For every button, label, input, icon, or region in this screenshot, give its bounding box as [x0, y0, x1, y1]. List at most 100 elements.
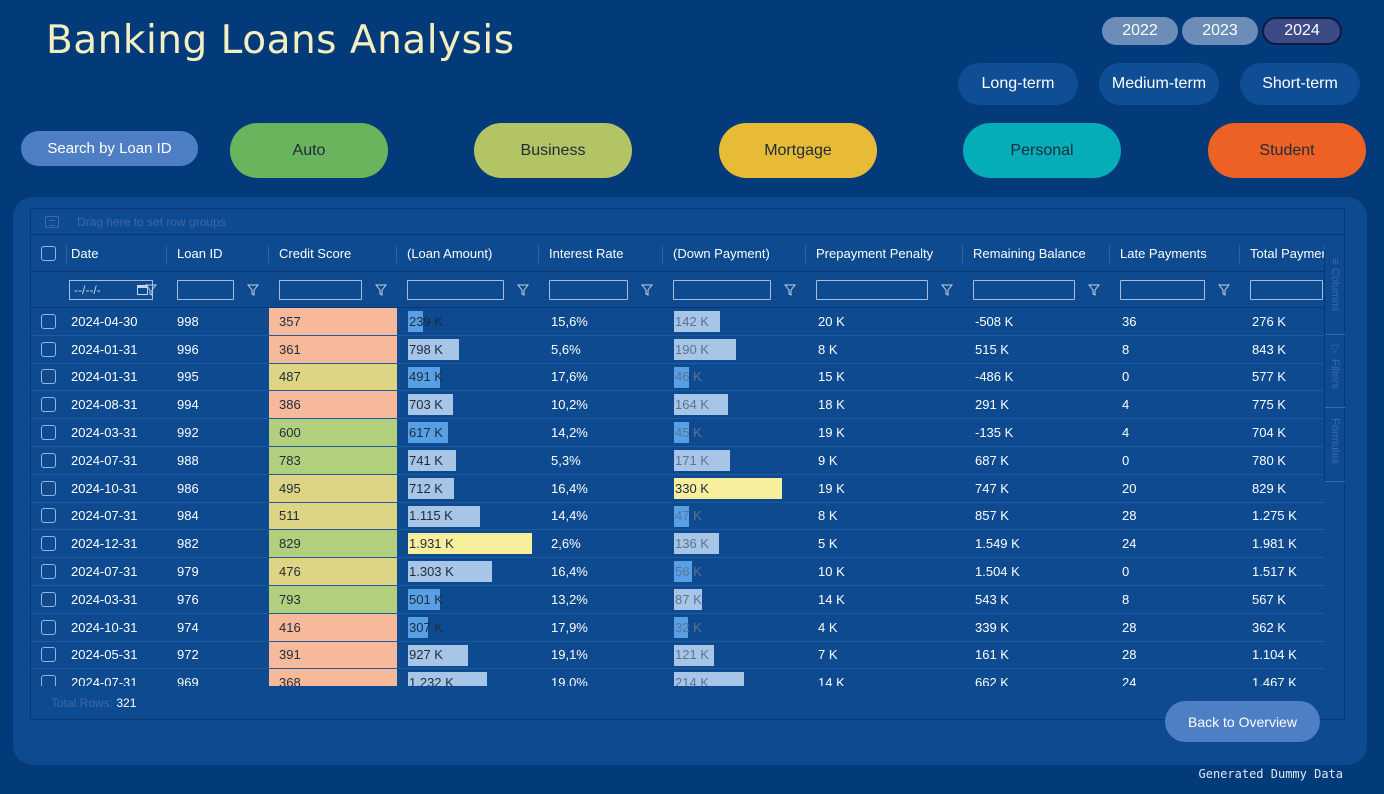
filter-funnel-icon[interactable]: [784, 284, 796, 296]
filter-input-late-payments[interactable]: [1120, 279, 1205, 300]
filters-tab[interactable]: ▽ Filters: [1327, 342, 1343, 389]
filter-funnel-icon[interactable]: [1218, 284, 1230, 296]
column-header-down-payment[interactable]: (Down Payment): [663, 236, 806, 271]
category-button-mortgage[interactable]: Mortgage: [719, 123, 877, 178]
cell-loan-id: 995: [177, 369, 199, 385]
table-row[interactable]: 2024-10-31 974 416 307 K 17,9% 32 K 4 K 339 K 28…: [31, 613, 1325, 642]
row-checkbox[interactable]: [41, 675, 56, 686]
year-button-2023[interactable]: 2023: [1182, 17, 1258, 45]
term-button-medium[interactable]: Medium-term: [1099, 63, 1219, 105]
category-button-auto[interactable]: Auto: [230, 123, 388, 178]
back-to-overview-button[interactable]: Back to Overview: [1165, 701, 1320, 742]
row-checkbox[interactable]: [41, 619, 56, 635]
filter-input-interest-rate[interactable]: [549, 279, 628, 300]
cell-interest-rate: 19,0%: [551, 675, 588, 686]
column-header-loan-id[interactable]: Loan ID: [167, 236, 269, 271]
column-header-total-payment[interactable]: Total Paymer: [1240, 236, 1325, 271]
cell-total-payment: 775 K: [1252, 397, 1286, 413]
column-header-late-payments[interactable]: Late Payments: [1110, 236, 1240, 271]
cell-prepayment-penalty: 18 K: [818, 397, 845, 413]
down-payment-bar: [674, 366, 690, 388]
cell-remaining-balance: 339 K: [975, 619, 1009, 635]
cell-date: 2024-10-31: [71, 619, 138, 635]
filter-input-prepayment-penalty[interactable]: [816, 279, 928, 300]
filter-input-total-payment[interactable]: [1250, 279, 1323, 300]
filter-funnel-icon[interactable]: [145, 284, 157, 296]
filter-funnel-icon[interactable]: [517, 284, 529, 296]
row-checkbox[interactable]: [41, 508, 56, 524]
term-button-short[interactable]: Short-term: [1240, 63, 1360, 105]
filter-funnel-icon[interactable]: [941, 284, 953, 296]
table-row[interactable]: 2024-03-31 992 600 617 K 14,2% 45 K 19 K -135 K…: [31, 419, 1325, 447]
row-select-cell: [31, 308, 67, 335]
footer-note: Generated Dummy Data: [1198, 767, 1344, 781]
table-row[interactable]: 2024-07-31 979 476 1.303 K 16,4% 56 K 10 K 1.50…: [31, 558, 1325, 586]
row-checkbox[interactable]: [41, 564, 56, 580]
row-checkbox[interactable]: [41, 341, 56, 357]
filter-input-credit-score[interactable]: [279, 279, 362, 300]
filter-funnel-icon[interactable]: [641, 284, 653, 296]
column-header-prepayment-penalty[interactable]: Prepayment Penalty: [806, 236, 963, 271]
columns-tab[interactable]: ≡ Columns: [1327, 258, 1343, 312]
filter-row: --/--/-: [31, 272, 1325, 308]
table-row[interactable]: 2024-07-31 984 511 1.115 K 14,4% 47 K 8 K 857 K…: [31, 502, 1325, 531]
table-row[interactable]: 2024-07-31 988 783 741 K 5,3% 171 K 9 K 687 K 0 7…: [31, 446, 1325, 475]
cell-loan-id: 982: [177, 536, 199, 552]
row-checkbox[interactable]: [41, 397, 56, 413]
filter-input-loan-amount[interactable]: [407, 279, 504, 300]
filter-input-loan-id[interactable]: [177, 279, 234, 300]
cell-credit-score: 368: [269, 669, 397, 686]
row-checkbox[interactable]: [41, 452, 56, 468]
row-checkbox[interactable]: [41, 536, 56, 552]
column-header-loan-amount[interactable]: (Loan Amount): [397, 236, 539, 271]
row-checkbox[interactable]: [41, 425, 56, 441]
row-select-cell: [31, 642, 67, 669]
column-header-remaining-balance[interactable]: Remaining Balance: [963, 236, 1110, 271]
cell-loan-id: 988: [177, 452, 199, 468]
filter-input-down-payment[interactable]: [673, 279, 771, 300]
filter-funnel-icon[interactable]: [375, 284, 387, 296]
cell-total-payment: 577 K: [1252, 369, 1286, 385]
category-button-business[interactable]: Business: [474, 123, 632, 178]
row-group-dropzone[interactable]: Drag here to set row groups: [31, 209, 1344, 235]
row-checkbox[interactable]: [41, 369, 56, 385]
year-button-2024[interactable]: 2024: [1262, 17, 1342, 45]
calendar-icon[interactable]: [137, 284, 148, 295]
filter-cell-total-payment: [1240, 272, 1325, 307]
table-row[interactable]: 2024-10-31 986 495 712 K 16,4% 330 K 19 K 747 K…: [31, 474, 1325, 503]
formulas-tab[interactable]: Formulas: [1327, 418, 1343, 464]
category-button-personal[interactable]: Personal: [963, 123, 1121, 178]
cell-interest-rate: 15,6%: [551, 313, 588, 329]
year-button-2022[interactable]: 2022: [1102, 17, 1178, 45]
table-row[interactable]: 2024-12-31 982 829 1.931 K 2,6% 136 K 5 K 1.549…: [31, 530, 1325, 559]
row-checkbox[interactable]: [41, 313, 56, 329]
table-row[interactable]: 2024-08-31 994 386 703 K 10,2% 164 K 18 K 291 K…: [31, 391, 1325, 420]
down-payment-value: 46 K: [675, 369, 702, 385]
table-row[interactable]: 2024-03-31 976 793 501 K 13,2% 87 K 14 K 543 K 8…: [31, 585, 1325, 614]
search-by-loan-id-button[interactable]: Search by Loan ID: [21, 131, 198, 166]
table-row[interactable]: 2024-01-31 995 487 491 K 17,6% 46 K 15 K -486 K…: [31, 363, 1325, 392]
term-button-long[interactable]: Long-term: [958, 63, 1078, 105]
filter-funnel-icon[interactable]: [1088, 284, 1100, 296]
row-checkbox[interactable]: [41, 480, 56, 496]
filter-input-remaining-balance[interactable]: [973, 279, 1075, 300]
category-button-student[interactable]: Student: [1208, 123, 1366, 178]
date-filter-input[interactable]: --/--/-: [69, 279, 153, 300]
row-checkbox[interactable]: [41, 591, 56, 607]
column-header-credit-score[interactable]: Credit Score: [269, 236, 397, 271]
cell-prepayment-penalty: 19 K: [818, 425, 845, 441]
row-select-cell: [31, 336, 67, 363]
cell-total-payment: 276 K: [1252, 313, 1286, 329]
table-row[interactable]: 2024-05-31 972 391 927 K 19,1% 121 K 7 K 161 K 2…: [31, 641, 1325, 670]
column-header-date[interactable]: Date: [67, 236, 167, 271]
table-row[interactable]: 2024-01-31 996 361 798 K 5,6% 190 K 8 K 515 K 8 8…: [31, 335, 1325, 364]
table-row[interactable]: 2024-07-31 969 368 1.232 K 19,0% 214 K 14 K 662…: [31, 669, 1325, 686]
row-checkbox[interactable]: [41, 647, 56, 663]
cell-loan-id: 969: [177, 675, 199, 686]
column-header-interest-rate[interactable]: Interest Rate: [539, 236, 663, 271]
table-row[interactable]: 2024-04-30 998 357 239 K 15,6% 142 K 20 K -508 …: [31, 308, 1325, 336]
cell-loan-amount: 798 K: [397, 336, 539, 363]
filter-funnel-icon[interactable]: [247, 284, 259, 296]
cell-credit-score: 829: [269, 530, 397, 558]
select-all-checkbox[interactable]: [41, 246, 56, 261]
